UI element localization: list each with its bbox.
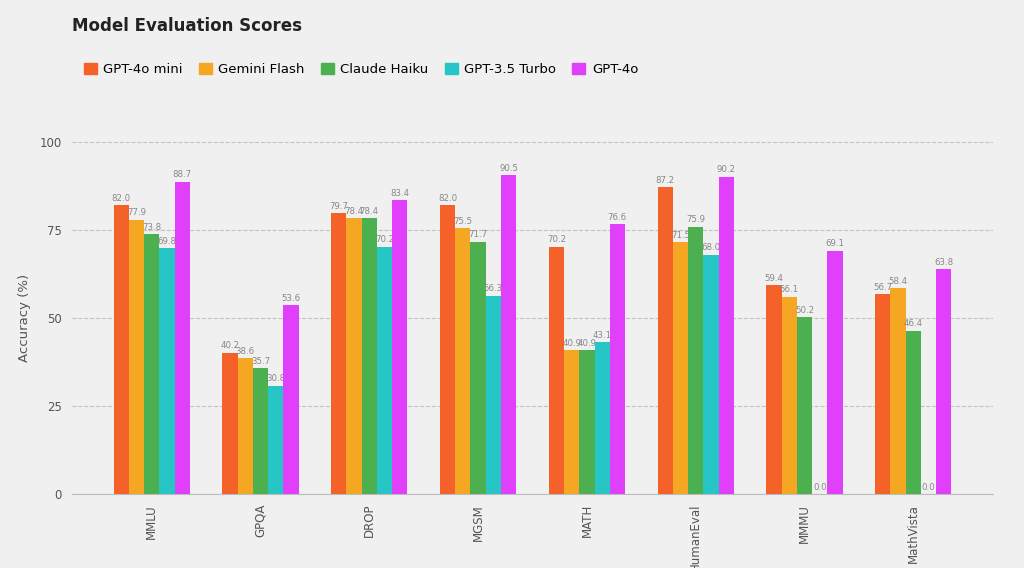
Text: 40.9: 40.9 — [562, 339, 582, 348]
Text: 73.8: 73.8 — [142, 223, 161, 232]
Bar — [470, 241, 485, 494]
Text: 82.0: 82.0 — [438, 194, 457, 203]
Text: 78.4: 78.4 — [359, 207, 379, 216]
Text: 71.5: 71.5 — [671, 231, 690, 240]
Bar — [392, 201, 408, 494]
Text: 82.0: 82.0 — [112, 194, 131, 203]
Bar — [440, 206, 456, 494]
Text: 69.1: 69.1 — [825, 239, 845, 248]
Bar — [891, 289, 905, 494]
Text: 30.8: 30.8 — [266, 374, 286, 383]
Text: 70.2: 70.2 — [547, 236, 566, 244]
Text: 78.4: 78.4 — [344, 207, 364, 216]
Text: 0.0: 0.0 — [922, 483, 935, 492]
Bar — [549, 247, 564, 494]
Text: 46.4: 46.4 — [904, 319, 923, 328]
Bar — [580, 350, 595, 494]
Bar — [827, 251, 843, 494]
Bar — [456, 228, 470, 494]
Bar — [719, 177, 734, 494]
Text: 69.8: 69.8 — [158, 237, 176, 246]
Bar — [331, 214, 346, 494]
Bar — [268, 386, 284, 494]
Bar — [797, 318, 812, 494]
Bar — [609, 224, 625, 494]
Text: 56.1: 56.1 — [779, 285, 799, 294]
Bar — [361, 218, 377, 494]
Text: 77.9: 77.9 — [127, 208, 146, 218]
Bar — [936, 269, 951, 494]
Bar — [114, 206, 129, 494]
Bar — [673, 243, 688, 494]
Bar — [222, 353, 238, 494]
Text: 56.3: 56.3 — [483, 285, 503, 294]
Bar — [501, 176, 516, 494]
Text: 68.0: 68.0 — [701, 243, 721, 252]
Bar — [174, 182, 189, 494]
Bar — [346, 218, 361, 494]
Text: 83.4: 83.4 — [390, 189, 410, 198]
Text: 38.6: 38.6 — [236, 346, 255, 356]
Bar — [144, 234, 160, 494]
Text: 40.2: 40.2 — [220, 341, 240, 350]
Text: 70.2: 70.2 — [375, 236, 394, 244]
Text: 75.9: 75.9 — [686, 215, 706, 224]
Bar — [160, 248, 174, 494]
Bar — [485, 296, 501, 494]
Bar — [905, 331, 921, 494]
Text: 88.7: 88.7 — [173, 170, 191, 179]
Bar — [129, 220, 144, 494]
Bar — [703, 254, 719, 494]
Y-axis label: Accuracy (%): Accuracy (%) — [18, 274, 32, 362]
Text: 76.6: 76.6 — [608, 213, 627, 222]
Bar — [595, 343, 609, 494]
Bar — [284, 306, 299, 494]
Text: 53.6: 53.6 — [282, 294, 300, 303]
Text: Model Evaluation Scores: Model Evaluation Scores — [72, 17, 302, 35]
Text: 58.4: 58.4 — [889, 277, 907, 286]
Text: 90.2: 90.2 — [717, 165, 735, 174]
Text: 56.7: 56.7 — [873, 283, 892, 292]
Bar — [238, 358, 253, 494]
Bar — [876, 294, 891, 494]
Text: 0.0: 0.0 — [813, 483, 826, 492]
Text: 35.7: 35.7 — [251, 357, 270, 366]
Text: 71.7: 71.7 — [469, 230, 487, 239]
Bar — [564, 350, 580, 494]
Text: 43.1: 43.1 — [593, 331, 611, 340]
Text: 63.8: 63.8 — [934, 258, 953, 267]
Text: 75.5: 75.5 — [454, 217, 472, 226]
Text: 50.2: 50.2 — [795, 306, 814, 315]
Bar — [657, 187, 673, 494]
Bar — [781, 296, 797, 494]
Bar — [253, 369, 268, 494]
Text: 90.5: 90.5 — [499, 164, 518, 173]
Bar — [377, 247, 392, 494]
Legend: GPT-4o mini, Gemini Flash, Claude Haiku, GPT-3.5 Turbo, GPT-4o: GPT-4o mini, Gemini Flash, Claude Haiku,… — [78, 58, 644, 81]
Bar — [766, 285, 781, 494]
Text: 40.9: 40.9 — [578, 339, 596, 348]
Bar — [688, 227, 703, 494]
Text: 87.2: 87.2 — [655, 176, 675, 185]
Text: 59.4: 59.4 — [765, 274, 783, 282]
Text: 79.7: 79.7 — [330, 202, 348, 211]
